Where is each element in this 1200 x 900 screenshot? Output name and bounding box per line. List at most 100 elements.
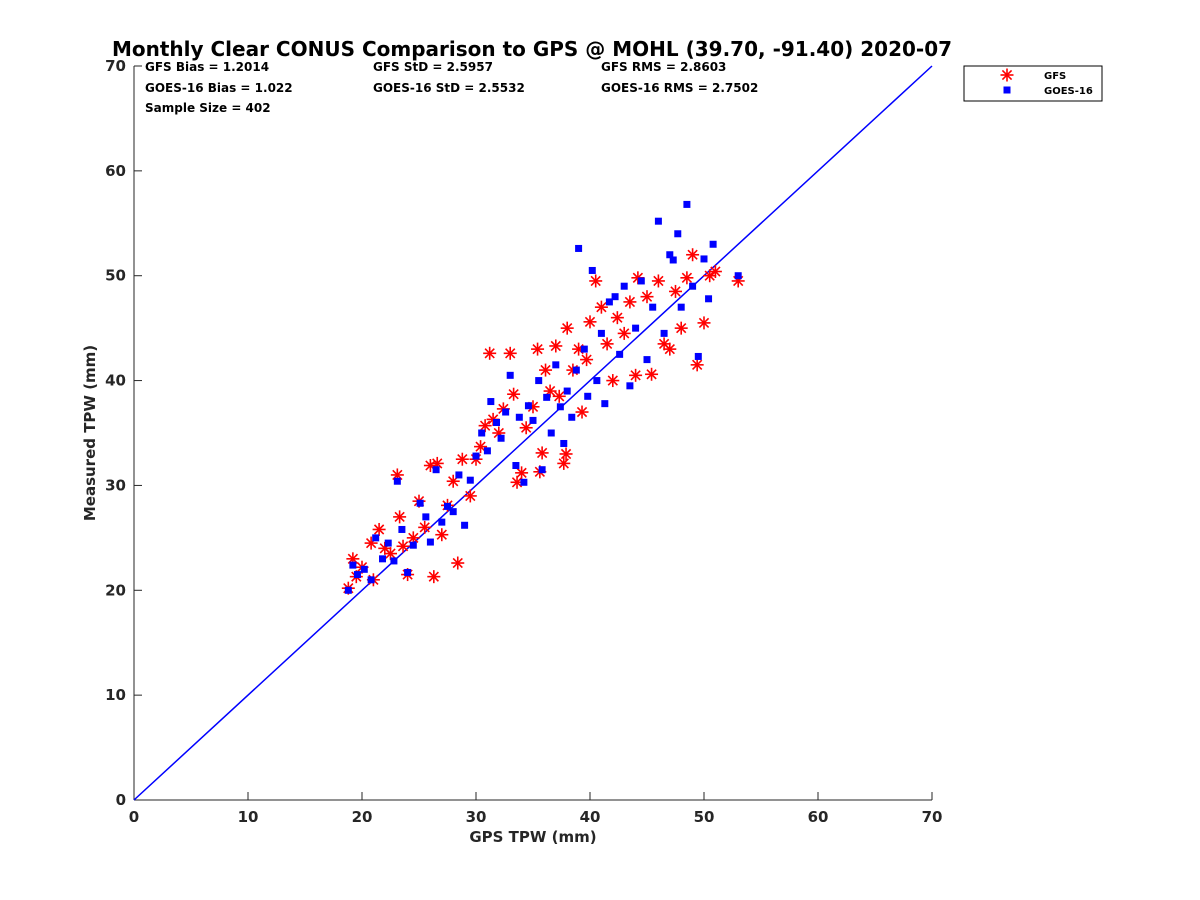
y-tick-label: 30 <box>105 476 126 494</box>
goes16-point <box>344 586 352 594</box>
gfs-point <box>519 421 533 435</box>
gfs-point <box>535 446 549 460</box>
goes16-point <box>605 298 613 306</box>
gfs-rms-stat: GFS RMS = 2.8603 <box>601 60 726 74</box>
goes16-point <box>497 434 505 442</box>
goes16-point <box>674 230 682 238</box>
gfs-point <box>708 265 722 279</box>
goes16-rms-stat: GOES-16 RMS = 2.7502 <box>601 81 758 95</box>
gfs-point <box>451 556 465 570</box>
goes16-point <box>734 272 742 280</box>
goes16-point <box>524 402 532 410</box>
goes16-point <box>560 439 568 447</box>
x-axis-label: GPS TPW (mm) <box>469 828 596 846</box>
gfs-point <box>560 321 574 335</box>
goes16-point <box>700 255 708 263</box>
y-tick-label: 50 <box>105 267 126 285</box>
goes16-point <box>694 352 702 360</box>
goes16-point <box>506 371 514 379</box>
goes16-point <box>520 478 528 486</box>
goes16-point <box>597 329 605 337</box>
gfs-std-stat: GFS StD = 2.5957 <box>373 60 493 74</box>
gfs-point <box>406 531 420 545</box>
gfs-point <box>372 522 386 536</box>
gfs-point <box>623 295 637 309</box>
x-tick-label: 50 <box>694 808 715 826</box>
gfs-point <box>690 358 704 372</box>
goes16-point <box>660 329 668 337</box>
legend-gfs-label: GFS <box>1044 71 1066 82</box>
gfs-point <box>474 440 488 454</box>
goes16-point <box>390 557 398 565</box>
x-tick-label: 40 <box>580 808 601 826</box>
gfs-point <box>463 489 477 503</box>
goes16-point <box>416 499 424 507</box>
goes16-point <box>472 452 480 460</box>
gfs-point <box>645 367 659 381</box>
gfs-point <box>617 326 631 340</box>
goes16-point <box>512 462 520 470</box>
gfs-point <box>515 466 529 480</box>
goes16-point <box>568 413 576 421</box>
gfs-point <box>680 271 694 285</box>
gfs-point <box>427 570 441 584</box>
gfs-point <box>503 346 517 360</box>
sample-size-stat: Sample Size = 402 <box>145 101 271 115</box>
goes16-point <box>529 416 537 424</box>
goes16-point <box>637 277 645 285</box>
gfs-point <box>549 339 563 353</box>
goes16-point <box>616 350 624 358</box>
goes16-point <box>349 561 357 569</box>
goes16-point <box>666 251 674 259</box>
goes16-point <box>552 361 560 369</box>
gfs-point <box>663 342 677 356</box>
goes16-point <box>572 366 580 374</box>
goes16-point <box>649 303 657 311</box>
goes16-point <box>487 398 495 406</box>
axes: 0 10 20 30 40 50 60 70 0 10 20 30 40 50 60 70 <box>105 57 942 826</box>
gfs-point <box>640 290 654 304</box>
y-tick-label: 10 <box>105 686 126 704</box>
goes16-point <box>438 518 446 526</box>
goes16-point <box>515 413 523 421</box>
gfs-point <box>629 368 643 382</box>
goes16-point <box>404 568 412 576</box>
goes16-point <box>677 303 685 311</box>
gfs-point <box>393 510 407 524</box>
gfs-bias-stat: GFS Bias = 1.2014 <box>145 60 269 74</box>
legend: GFS GOES-16 <box>963 65 1103 102</box>
x-tick-label: 60 <box>808 808 829 826</box>
goes16-point <box>409 541 417 549</box>
goes16-point <box>543 393 551 401</box>
gfs-point <box>435 528 449 542</box>
goes16-point <box>556 403 564 411</box>
goes16-point <box>426 538 434 546</box>
gfs-point <box>575 405 589 419</box>
x-tick-label: 70 <box>922 808 943 826</box>
goes16-point <box>393 477 401 485</box>
gfs-point <box>594 300 608 314</box>
goes16-point <box>632 324 640 332</box>
gfs-point <box>478 419 492 433</box>
legend-gfs-asterisk <box>1000 68 1014 82</box>
gfs-point <box>600 337 614 351</box>
y-tick-label: 0 <box>116 791 126 809</box>
goes16-point <box>683 200 691 208</box>
goes16-bias-stat: GOES-16 Bias = 1.022 <box>145 81 293 95</box>
gfs-point <box>651 274 665 288</box>
goes16-point <box>466 476 474 484</box>
legend-goes16-marker <box>1003 86 1011 94</box>
gfs-point <box>455 452 469 466</box>
goes16-std-stat: GOES-16 StD = 2.5532 <box>373 81 525 95</box>
goes16-point <box>547 429 555 437</box>
gfs-point <box>483 346 497 360</box>
goes16-point <box>593 377 601 385</box>
goes16-point <box>483 447 491 455</box>
gfs-point <box>697 316 711 330</box>
goes16-point <box>535 377 543 385</box>
goes16-point <box>611 293 619 301</box>
legend-goes16-label: GOES-16 <box>1044 86 1093 97</box>
gfs-point <box>610 311 624 325</box>
gfs-point <box>531 342 545 356</box>
